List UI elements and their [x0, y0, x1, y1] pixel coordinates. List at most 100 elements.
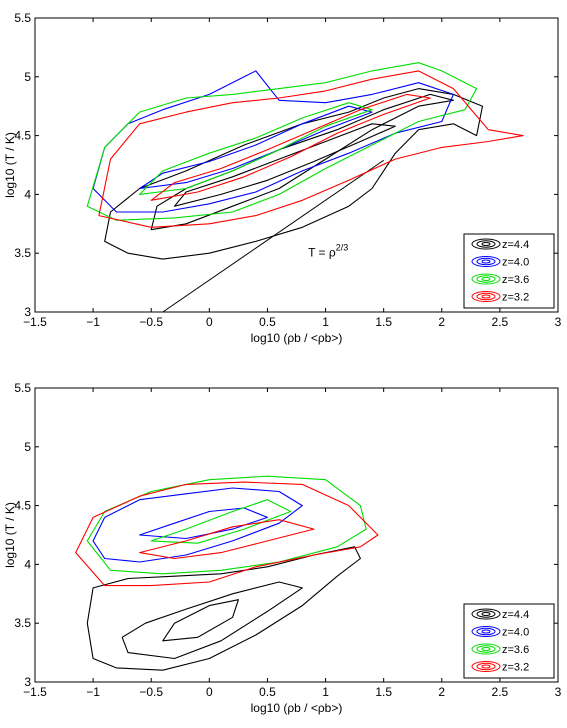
legend-swatch: [471, 256, 501, 267]
y-tick-label: 4.5: [14, 499, 31, 513]
x-tick-label: 0.5: [259, 685, 276, 699]
y-tick-label: 3: [24, 305, 31, 319]
x-tick-label: 1: [322, 685, 329, 699]
contour-z-4-0: [92, 70, 454, 213]
legend-swatch: [481, 612, 491, 616]
legend-label: z=4.0: [502, 257, 529, 269]
y-tick-label: 5.5: [14, 381, 31, 395]
legend-swatch: [476, 240, 496, 248]
legend-bottom: z=4.4 z=4.0 z=3.6 z=3.2: [463, 603, 555, 679]
x-tick-label: 3: [555, 315, 562, 329]
y-axis-label-bottom: log10 (T / K): [3, 502, 17, 568]
legend-swatch: [471, 238, 501, 250]
x-tick-label: 2.5: [492, 315, 509, 329]
legend-label: z=4.4: [502, 239, 529, 251]
legend-swatch: [476, 610, 496, 618]
x-tick-label: 0: [206, 685, 213, 699]
y-tick-label: 4: [24, 187, 31, 201]
legend-swatch: [481, 629, 491, 634]
legend-swatch: [476, 292, 496, 301]
legend-label: z=3.2: [502, 292, 529, 304]
contour-z-4-4: [162, 599, 239, 642]
yticks-top: 3 3.5 4 4.5 5 5.5: [14, 11, 558, 319]
annotation-exponent: 2/3: [336, 243, 349, 253]
legend-entry: z=4.4: [471, 238, 529, 251]
legend-entry: z=4.0: [471, 256, 529, 269]
legend-swatch: [471, 608, 501, 620]
ylabel-text: log10 (T / K): [3, 132, 17, 198]
y-tick-label: 3.5: [14, 246, 31, 260]
contour-z-3-2: [75, 481, 379, 587]
contour-z-3-6: [139, 102, 373, 195]
legend-swatch: [471, 661, 501, 672]
xticks-top: −1.5 −1 −0.5 0 0.5 1 1.5 2 2.5 3: [23, 18, 562, 329]
y-tick-label: 4: [24, 557, 31, 571]
x-tick-label: −1: [86, 685, 100, 699]
y-tick-label: 5: [24, 440, 31, 454]
contours-top: [86, 62, 524, 260]
x-tick-label: 1.5: [375, 685, 392, 699]
x-tick-label: −1.5: [23, 315, 47, 329]
contour-z-4-4: [150, 93, 454, 231]
legend-swatch: [481, 259, 491, 264]
y-tick-label: 3: [24, 675, 31, 689]
legend-swatch: [471, 291, 501, 302]
xlabel-text: log10 (ρb / <ρb>): [251, 331, 343, 345]
legend-label: z=4.4: [502, 609, 529, 621]
legend-swatch: [471, 626, 501, 637]
contour-z-3-2: [98, 70, 524, 228]
legend-swatch: [481, 647, 491, 651]
panel-bottom: −1.5 −1 −0.5 0 0.5 1 1.5 2 2.5 3 3 3.5 4 4.5 5 5.5 log…: [3, 381, 562, 715]
contour-z-4-0: [139, 105, 373, 190]
legend-swatch: [481, 277, 491, 281]
contour-z-4-4: [173, 123, 396, 207]
yticks-bottom: 3 3.5 4 4.5 5 5.5: [14, 381, 558, 689]
legend-swatch: [471, 643, 501, 655]
legend-swatch: [476, 275, 496, 283]
x-tick-label: −1.5: [23, 685, 47, 699]
xticks-bottom: −1.5 −1 −0.5 0 0.5 1 1.5 2 2.5 3: [23, 388, 562, 699]
legend-label: z=3.6: [502, 274, 529, 286]
xlabel-text: log10 (ρb / <ρb>): [251, 701, 343, 715]
legend-swatch: [481, 242, 491, 246]
legend-entry: z=3.2: [471, 291, 529, 304]
y-tick-label: 3.5: [14, 616, 31, 630]
legend-entry: z=3.6: [471, 643, 529, 656]
x-tick-label: −0.5: [139, 685, 163, 699]
x-axis-label-top: log10 (ρb / <ρb>): [251, 331, 343, 345]
contour-z-4-4: [121, 581, 303, 660]
legend-swatch: [481, 294, 491, 299]
legend-swatch: [476, 627, 496, 636]
contour-z-3-6: [86, 62, 478, 221]
x-tick-label: 1.5: [375, 315, 392, 329]
y-tick-label: 5.5: [14, 11, 31, 25]
contour-z-3-2: [139, 519, 315, 560]
legend-top: z=4.4 z=4.0 z=3.6 z=3.2: [463, 233, 555, 309]
legend-label: z=3.6: [502, 644, 529, 656]
x-tick-label: 1: [322, 315, 329, 329]
contour-z-4-0: [139, 507, 268, 540]
panel-top: T = ρ2/3 −1.5 −1 −0.5 0 0.5 1 1.5 2 2.5 3 3 3.5 4 4.…: [3, 11, 562, 345]
contours-bottom: [75, 475, 379, 671]
x-tick-label: 3: [555, 685, 562, 699]
legend-swatch: [476, 662, 496, 671]
contour-z-4-4: [104, 88, 484, 260]
contour-z-4-0: [92, 487, 303, 563]
x-tick-label: 2: [438, 315, 445, 329]
legend-swatch: [476, 257, 496, 266]
plot-frame-top: [34, 17, 559, 313]
legend-label: z=3.2: [502, 662, 529, 674]
legend-swatch: [471, 273, 501, 285]
x-tick-label: −0.5: [139, 315, 163, 329]
ylabel-text: log10 (T / K): [3, 502, 17, 568]
annotation-label: T = ρ2/3: [308, 243, 348, 260]
contour-z-4-4: [86, 546, 361, 671]
y-tick-label: 4.5: [14, 129, 31, 143]
plot-frame-bottom: [34, 387, 559, 683]
x-tick-label: 2: [438, 685, 445, 699]
x-tick-label: −1: [86, 315, 100, 329]
contour-z-3-6: [86, 475, 367, 575]
x-tick-label: 2.5: [492, 685, 509, 699]
legend-entry: z=3.6: [471, 273, 529, 286]
